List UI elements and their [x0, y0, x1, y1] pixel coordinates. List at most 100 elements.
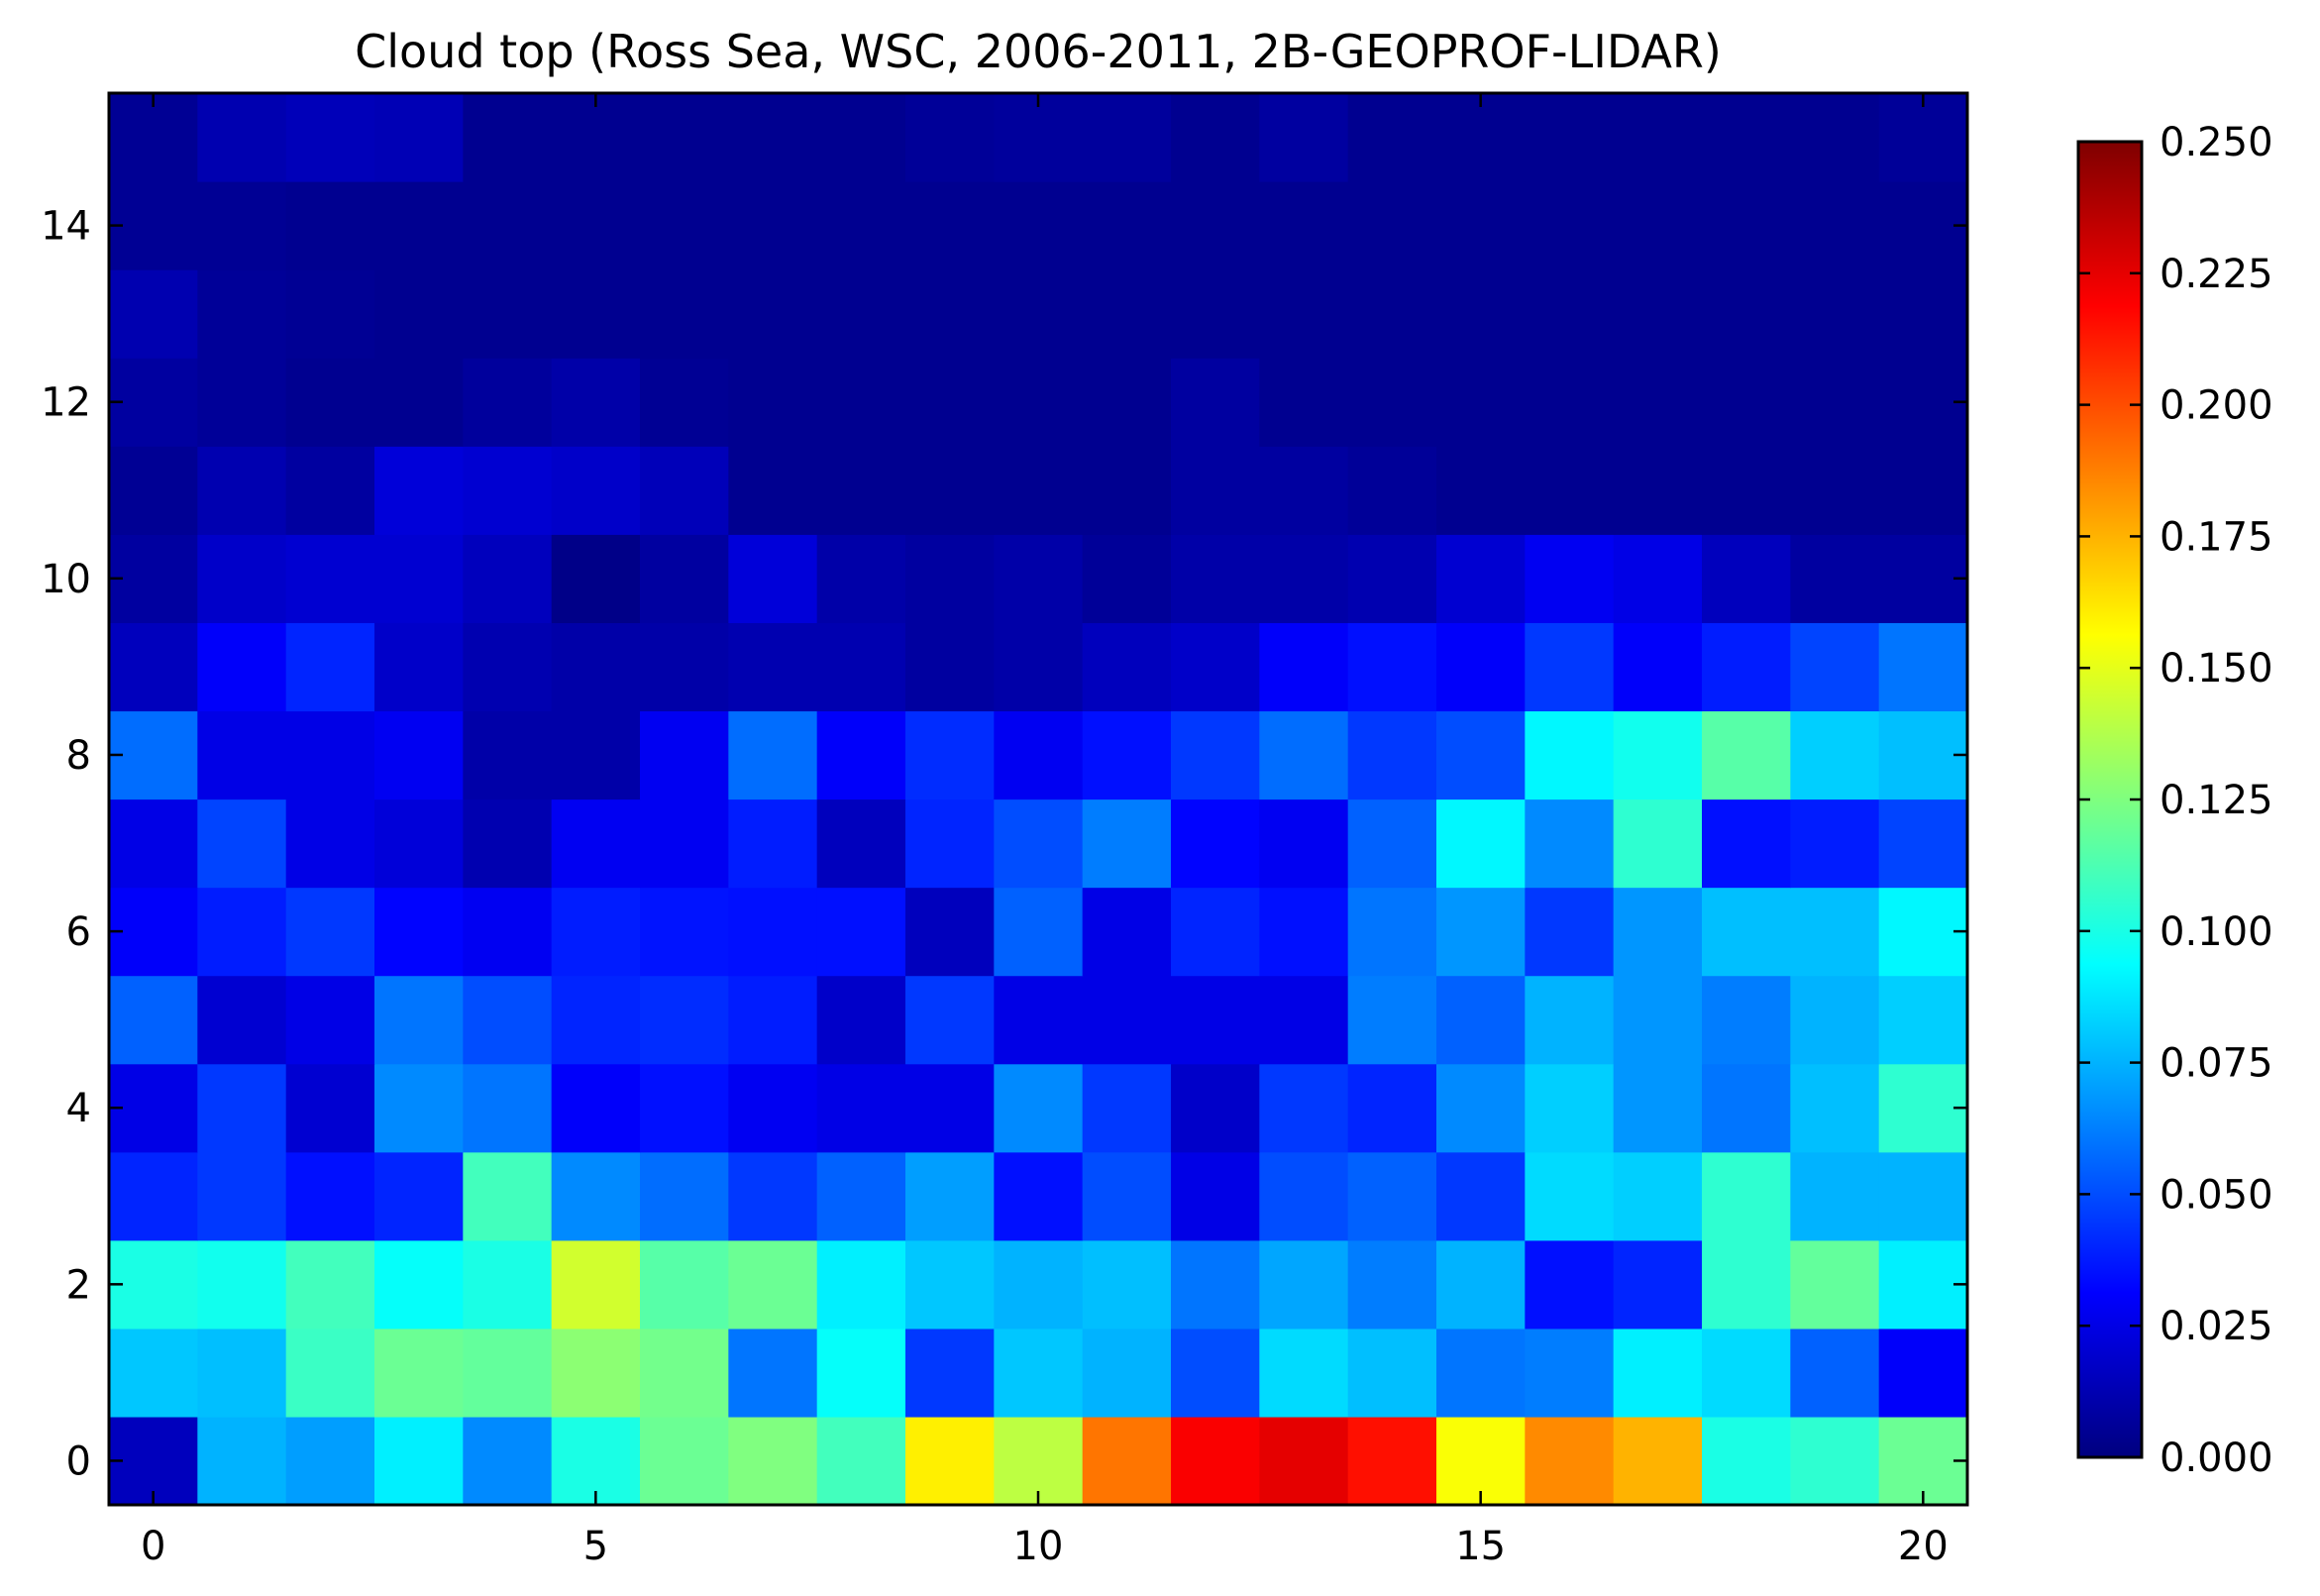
heatmap-cell	[1790, 1063, 1880, 1153]
heatmap-cell	[728, 181, 818, 270]
heatmap-cell	[1171, 1328, 1260, 1418]
heatmap-cell	[1436, 269, 1526, 359]
heatmap-cell	[1347, 1416, 1437, 1506]
heatmap-cell	[197, 1239, 287, 1330]
heatmap-cell	[109, 269, 198, 359]
colorbar-tick-label: 0.100	[2160, 909, 2273, 955]
heatmap-cell	[994, 269, 1084, 359]
heatmap-cell	[1878, 1416, 1968, 1506]
heatmap-cell	[374, 358, 464, 447]
y-tick-label: 12	[41, 380, 91, 426]
heatmap-cell	[285, 534, 375, 623]
colorbar-tick-label: 0.225	[2160, 252, 2273, 297]
heatmap-cell	[905, 622, 995, 712]
heatmap-cell	[640, 710, 729, 800]
heatmap-cell	[109, 446, 198, 535]
heatmap-cell	[728, 446, 818, 535]
heatmap-cell	[905, 93, 995, 182]
heatmap-cell	[1171, 358, 1260, 447]
heatmap-cell	[1436, 798, 1526, 889]
heatmap-cell	[905, 887, 995, 977]
heatmap-cell	[728, 710, 818, 800]
heatmap-cell	[728, 534, 818, 623]
heatmap-cell	[905, 446, 995, 535]
heatmap-cell	[551, 358, 641, 447]
heatmap-cell	[905, 975, 995, 1065]
colorbar-tick-label: 0.050	[2160, 1172, 2273, 1218]
heatmap-cell	[1525, 1151, 1615, 1241]
x-tick-label: 20	[1898, 1524, 1949, 1569]
heatmap-cell	[551, 622, 641, 712]
heatmap-cell	[640, 622, 729, 712]
heatmap-cell	[1082, 622, 1172, 712]
heatmap-cell	[1171, 710, 1260, 800]
heatmap-cell	[905, 1151, 995, 1241]
heatmap-cell	[1082, 358, 1172, 447]
heatmap-cell	[1436, 975, 1526, 1065]
heatmap-cell	[1525, 1239, 1615, 1330]
heatmap-cell	[551, 93, 641, 182]
x-axis: 0 5 10 15 20	[141, 93, 1949, 1569]
heatmap-cell	[1702, 1063, 1791, 1153]
heatmap-cell	[551, 1239, 641, 1330]
heatmap-cell	[1525, 181, 1615, 270]
heatmap-cell	[1878, 534, 1968, 623]
heatmap-cell	[1613, 975, 1703, 1065]
heatmap-cell	[1171, 534, 1260, 623]
heatmap-cell	[1613, 1239, 1703, 1330]
heatmap-cell	[1259, 710, 1349, 800]
heatmap-cell	[1702, 887, 1791, 977]
heatmap-cell	[1525, 269, 1615, 359]
heatmap-cell	[1613, 622, 1703, 712]
heatmap-cell	[551, 887, 641, 977]
heatmap-cell	[1171, 446, 1260, 535]
heatmap-cell	[816, 1151, 906, 1241]
heatmap-cell	[905, 1416, 995, 1506]
heatmap-cell	[285, 93, 375, 182]
heatmap-cell	[1171, 93, 1260, 182]
colorbar-tick-label: 0.250	[2160, 120, 2273, 165]
heatmap-cell	[1082, 269, 1172, 359]
y-tick-label: 6	[66, 909, 91, 955]
y-tick-label: 10	[41, 557, 91, 602]
heatmap-cell	[905, 269, 995, 359]
heatmap-cell	[1613, 93, 1703, 182]
heatmap-cell	[551, 798, 641, 889]
heatmap-cell	[109, 1151, 198, 1241]
heatmap-cell	[374, 710, 464, 800]
heatmap-cell	[728, 1416, 818, 1506]
heatmap-cell	[1436, 1416, 1526, 1506]
heatmap-cell	[463, 358, 553, 447]
heatmap-cell	[1702, 534, 1791, 623]
heatmap-cell	[109, 1063, 198, 1153]
heatmap-cell	[816, 534, 906, 623]
heatmap-cell	[1347, 358, 1437, 447]
heatmap-cell	[1878, 1063, 1968, 1153]
heatmap-cell	[1259, 446, 1349, 535]
heatmap-cell	[1259, 181, 1349, 270]
heatmap-cell	[197, 887, 287, 977]
heatmap-cell	[1347, 446, 1437, 535]
heatmap-cell	[1525, 798, 1615, 889]
colorbar-tick-label: 0.025	[2160, 1304, 2273, 1349]
heatmap-cell	[1878, 269, 1968, 359]
heatmap-cell	[1347, 622, 1437, 712]
heatmap-cell	[994, 181, 1084, 270]
heatmap-cell	[728, 1239, 818, 1330]
heatmap-cell	[551, 534, 641, 623]
heatmap-cell	[1702, 798, 1791, 889]
heatmap-cell	[109, 975, 198, 1065]
heatmap-cell	[728, 622, 818, 712]
heatmap-cell	[1790, 798, 1880, 889]
heatmap-cell	[1347, 710, 1437, 800]
heatmap-cell	[285, 710, 375, 800]
heatmap-cell	[1171, 622, 1260, 712]
heatmap-cell	[374, 93, 464, 182]
heatmap-cell	[1436, 446, 1526, 535]
heatmap-cell	[1790, 1416, 1880, 1506]
heatmap-cell	[994, 710, 1084, 800]
heatmap-cell	[374, 1239, 464, 1330]
heatmap-cell	[463, 446, 553, 535]
heatmap-cell	[1525, 710, 1615, 800]
